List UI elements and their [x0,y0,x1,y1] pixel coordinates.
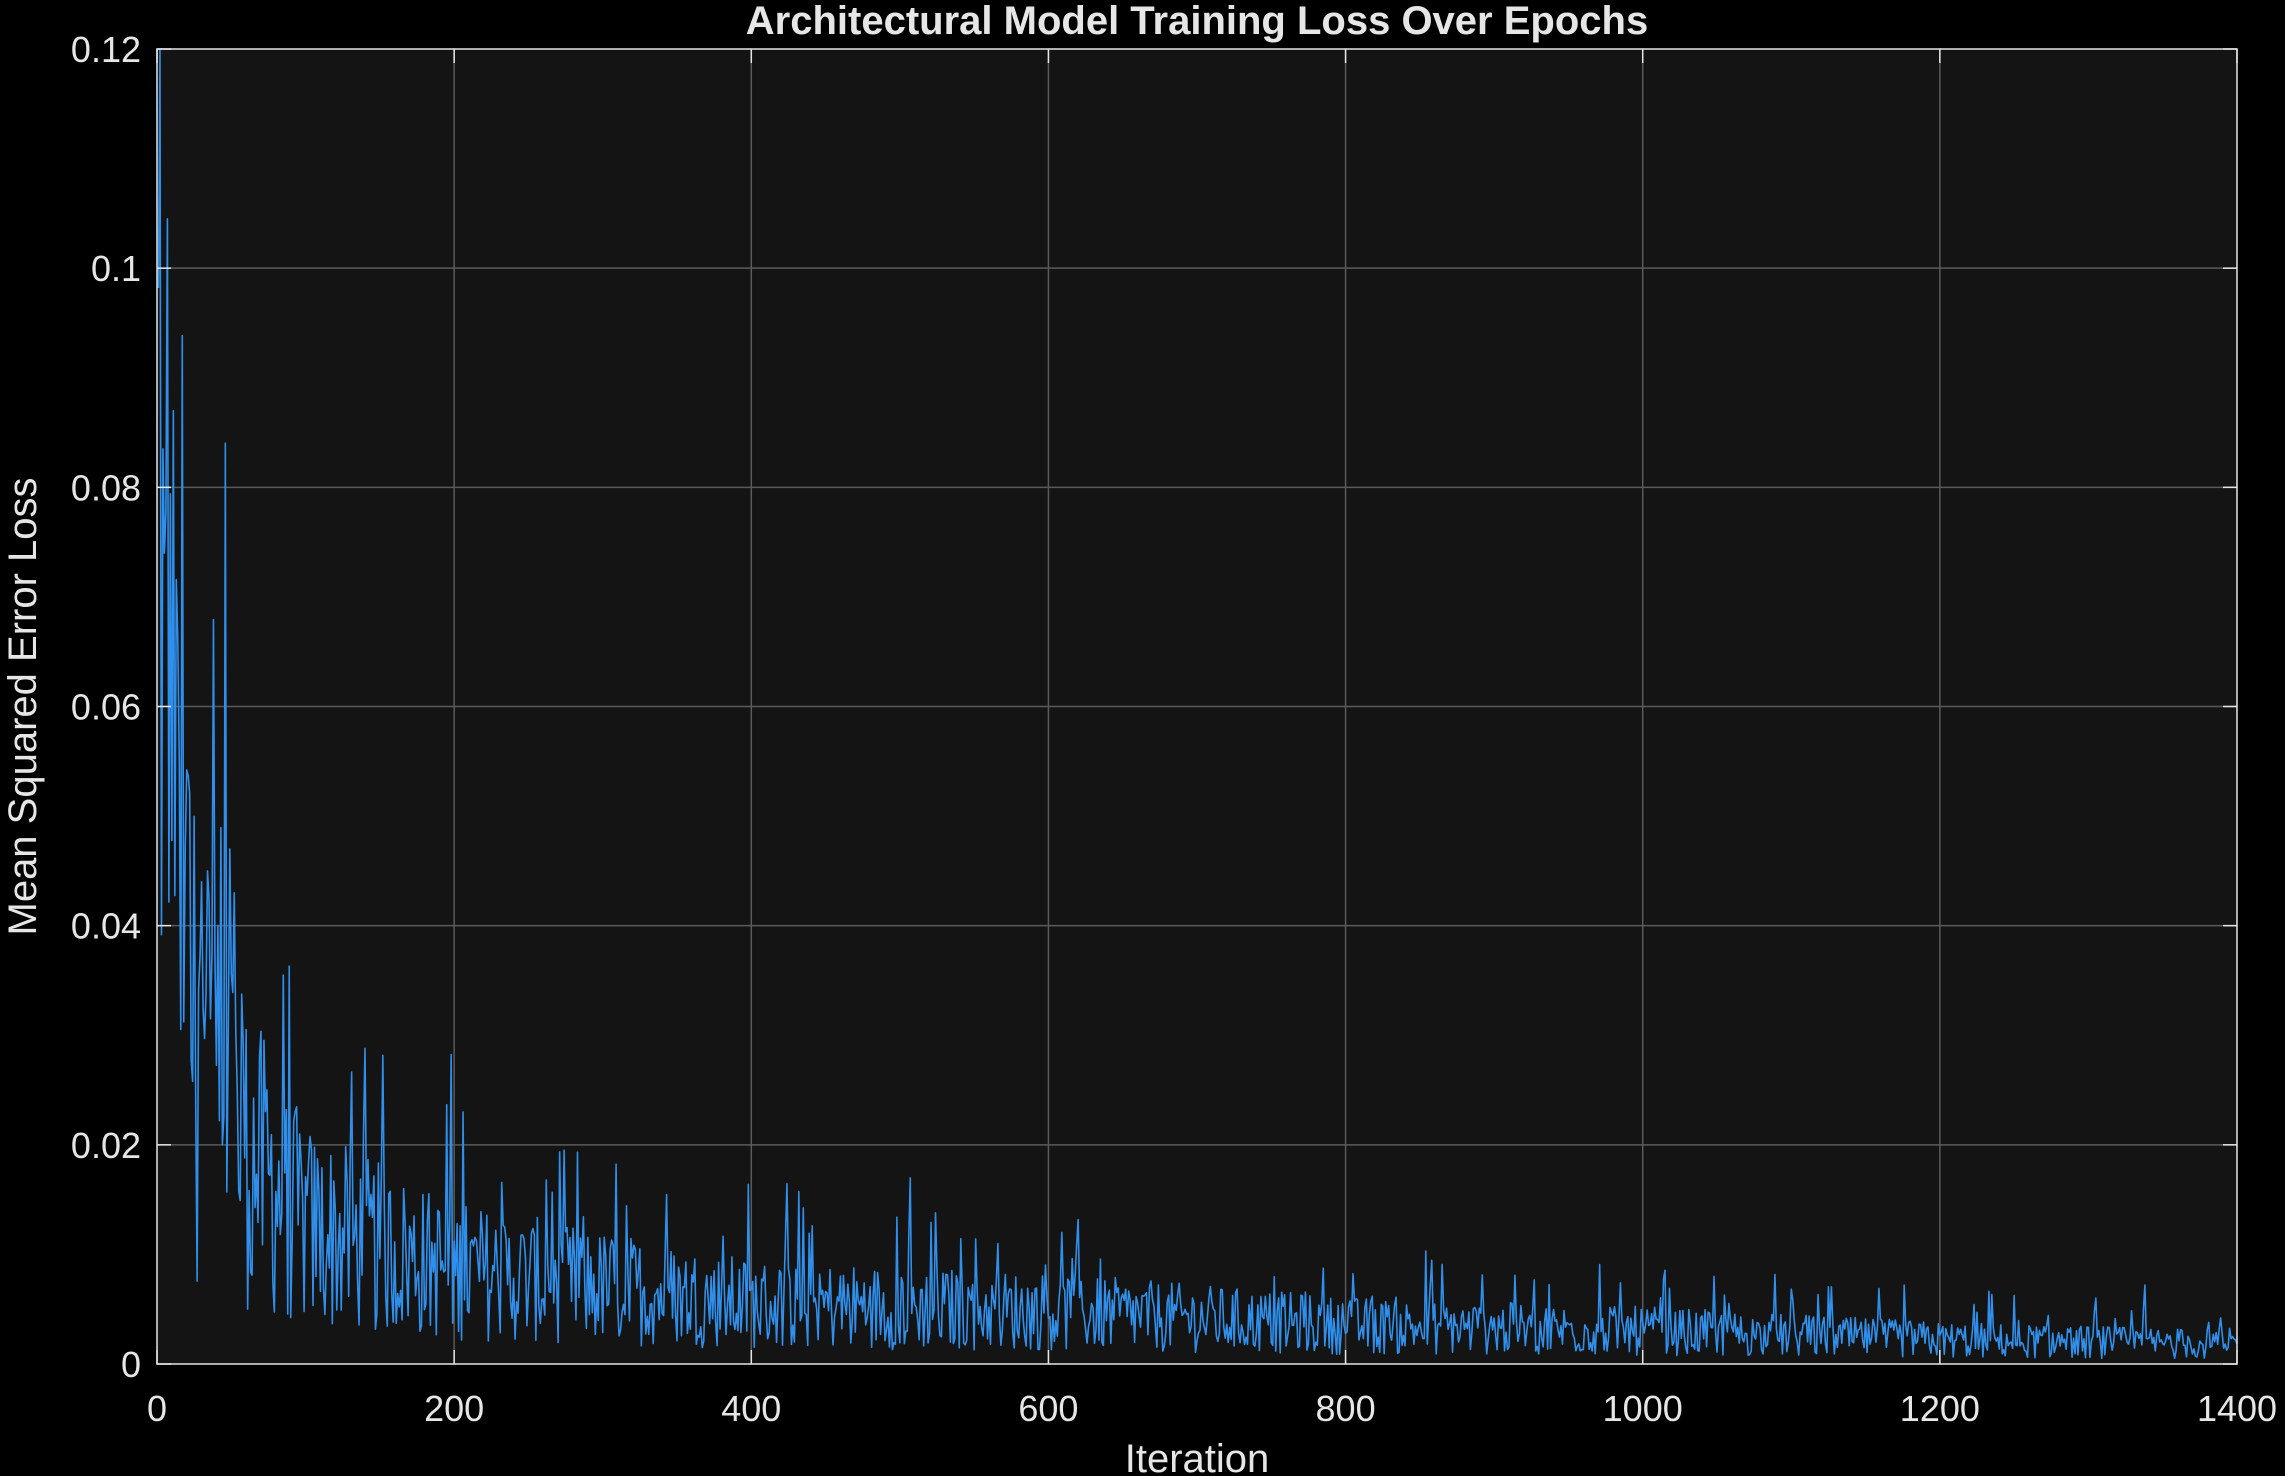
x-tick-label: 200 [424,1388,484,1429]
x-axis-label: Iteration [1125,1437,1270,1476]
loss-series-line [157,48,2238,1360]
y-tick-label: 0.02 [71,1125,141,1166]
x-tick-label: 800 [1316,1388,1376,1429]
x-tick-label: 600 [1018,1388,1078,1429]
chart-title: Architectural Model Training Loss Over E… [746,0,1648,43]
y-axis-label: Mean Squared Error Loss [1,477,45,935]
y-tick-label: 0.1 [91,248,141,289]
x-tick-label: 1000 [1603,1388,1683,1429]
x-tick-label: 1200 [1900,1388,1980,1429]
y-tick-label: 0.06 [71,687,141,728]
x-tick-label: 1400 [2197,1388,2277,1429]
x-tick-label: 0 [147,1388,167,1429]
x-tick-label: 400 [721,1388,781,1429]
tick-labels: 0 200 400 600 800 1000 1200 1400 0 0.02 0.04 0.06 0.… [71,29,2277,1429]
y-tick-label: 0.08 [71,467,141,508]
tick-marks [156,48,2238,1365]
grid-lines [157,49,2237,1364]
y-tick-label: 0 [121,1344,141,1385]
series-layer [157,48,2238,1360]
y-tick-label: 0.04 [71,906,141,947]
y-tick-label: 0.12 [71,29,141,70]
